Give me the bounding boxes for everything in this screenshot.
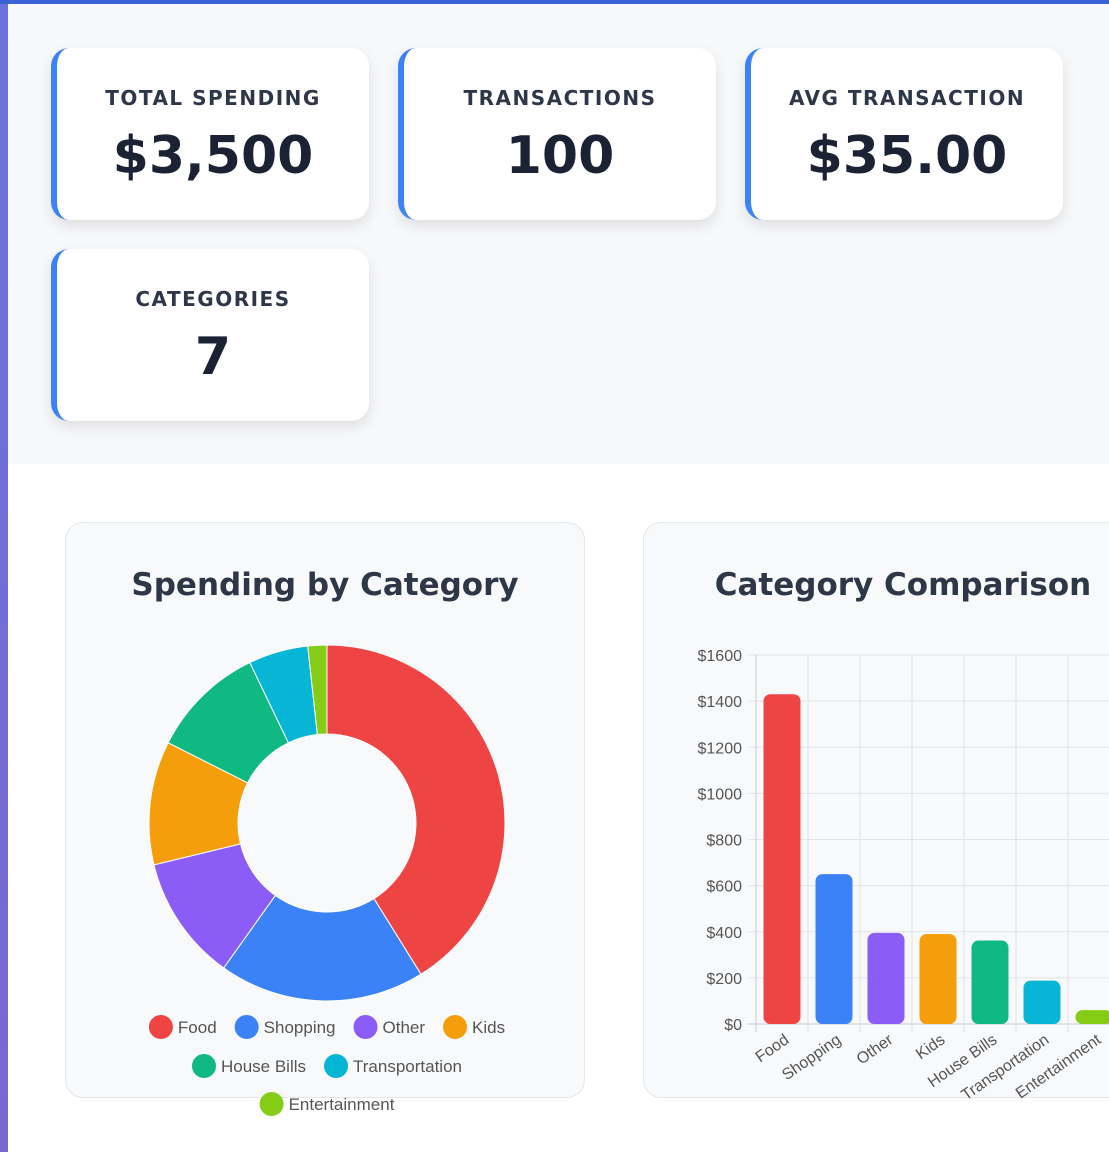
stat-label: AVG TRANSACTION [788,86,1026,110]
y-tick-label: $600 [706,879,742,896]
legend-item-other[interactable]: Other [353,1015,426,1039]
stat-label: TRANSACTIONS [463,86,657,110]
bar-shopping[interactable] [815,874,853,1024]
chart-title: Category Comparison [714,567,1092,603]
bar-transportation[interactable] [1023,980,1061,1024]
pie-chart: Food Shopping Other Kids House Bills Transpor… [148,644,506,1116]
pie-slice-shopping[interactable] [222,894,422,1002]
legend-swatch [353,1015,378,1039]
y-tick-label: $1400 [698,694,743,711]
bar-food[interactable] [763,694,801,1024]
legend-swatch [148,1015,173,1039]
y-tick-label: $800 [706,833,742,850]
legend-label: Shopping [264,1018,336,1037]
top-accent-bar [0,0,1109,4]
stat-card-total-spending: TOTAL SPENDING $3,500 [51,48,369,220]
stat-value: 7 [194,327,232,387]
stat-card-transactions: TRANSACTIONS 100 [398,48,716,220]
legend-label: Kids [472,1018,505,1037]
legend-item-kids[interactable]: Kids [443,1015,505,1039]
legend-swatch [324,1054,349,1078]
legend-label: Transportation [353,1057,462,1076]
legend-label: Entertainment [289,1095,395,1114]
x-tick-label: Kids [913,1031,948,1063]
legend-label: House Bills [221,1057,306,1076]
y-tick-label: $1000 [698,786,743,803]
x-tick-label: Other [854,1031,897,1068]
pie-slice-food[interactable] [326,644,506,975]
y-tick-label: $200 [706,971,742,988]
bar-other[interactable] [867,932,905,1024]
chart-title: Spending by Category [131,567,519,603]
bar-entertainment[interactable] [1075,1010,1109,1024]
pie-slice-entertainment[interactable] [307,644,328,736]
legend-item-shopping[interactable]: Shopping [234,1015,336,1039]
legend-label: Other [383,1018,426,1037]
legend-swatch [259,1092,284,1116]
stat-label: CATEGORIES [135,287,291,311]
stat-value: 100 [505,126,615,186]
legend-swatch [234,1015,259,1039]
legend-swatch [443,1015,468,1039]
y-tick-label: $400 [706,925,742,942]
x-tick-label: Transportation [959,1031,1053,1104]
pie-chart-card: Spending by Category Food Shopping Other Ki… [65,522,585,1116]
legend-label: Food [178,1018,217,1037]
bar-chart: $0 $200 $400 $600 $800 $1000 $1200 $1400 $1600 Fo… [698,648,1109,1104]
stat-value: $3,500 [112,126,314,186]
stat-value: $35.00 [806,126,1008,186]
stat-card-avg-transaction: AVG TRANSACTION $35.00 [745,48,1063,220]
legend-item-house-bills[interactable]: House Bills [191,1054,306,1078]
stat-label: TOTAL SPENDING [105,86,321,110]
y-tick-label: $1600 [698,648,743,665]
stat-card-categories: CATEGORIES 7 [51,249,369,421]
bar-kids[interactable] [919,934,957,1024]
legend-item-transportation[interactable]: Transportation [324,1054,462,1078]
legend-item-entertainment[interactable]: Entertainment [259,1092,395,1116]
x-tick-label: Food [753,1031,793,1066]
legend-item-food[interactable]: Food [148,1015,217,1039]
stats-section: TOTAL SPENDING $3,500 TRANSACTIONS 100 A… [8,4,1109,464]
legend-swatch [191,1054,216,1078]
x-tick-label: Shopping [779,1031,844,1084]
dashboard-page: TOTAL SPENDING $3,500 TRANSACTIONS 100 A… [8,4,1109,1152]
y-tick-label: $0 [724,1017,742,1034]
bar-house-bills[interactable] [971,940,1009,1024]
bar-chart-card: Category Comparison $0 $200 $400 $600 $800 $1… [643,522,1109,1104]
y-tick-label: $1200 [698,740,743,757]
